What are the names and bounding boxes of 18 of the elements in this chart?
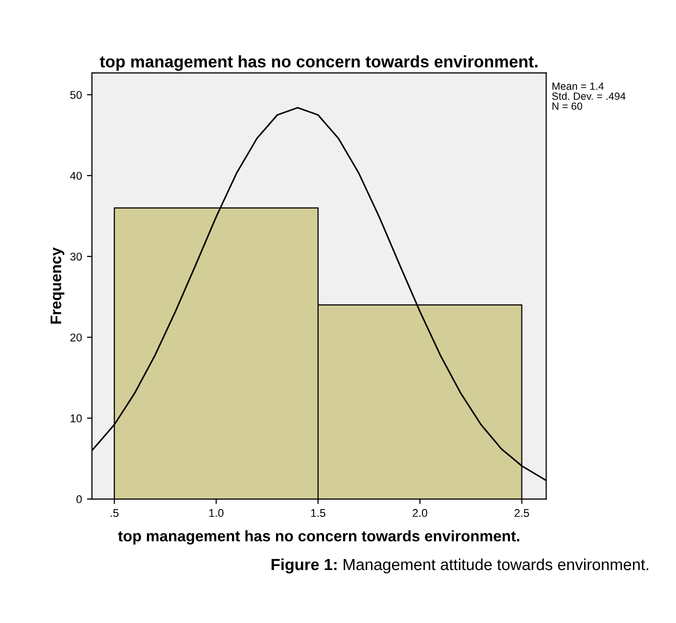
y-tick-label: 50 [70,90,82,99]
x-tick-label: 2.5 [514,509,530,517]
caption: Figure 1: Management attitude towards environment. [272,558,648,574]
y-tick-label: 30 [70,252,82,261]
y-tick-label: 0 [76,495,82,504]
y-tick-label: 40 [70,172,82,180]
y-tick-label: 10 [70,414,82,422]
x-axis-title: top management has no concern towards environment. [118,530,520,545]
y-tick-label: 20 [70,334,82,342]
x-tick-label: 2.0 [412,509,428,517]
text: Std. Dev. = .494 [552,92,626,100]
x-tick-label: 1.0 [209,509,224,517]
x-tick-label: 1.5 [311,509,326,517]
text: Mean = 1.4 [552,82,604,90]
text: N = 60 [552,102,582,110]
y-axis-title: Frequency [50,247,64,324]
x-tick-label: .5 [110,509,119,517]
chart-title: top management has no concern towards environment. [100,55,538,71]
